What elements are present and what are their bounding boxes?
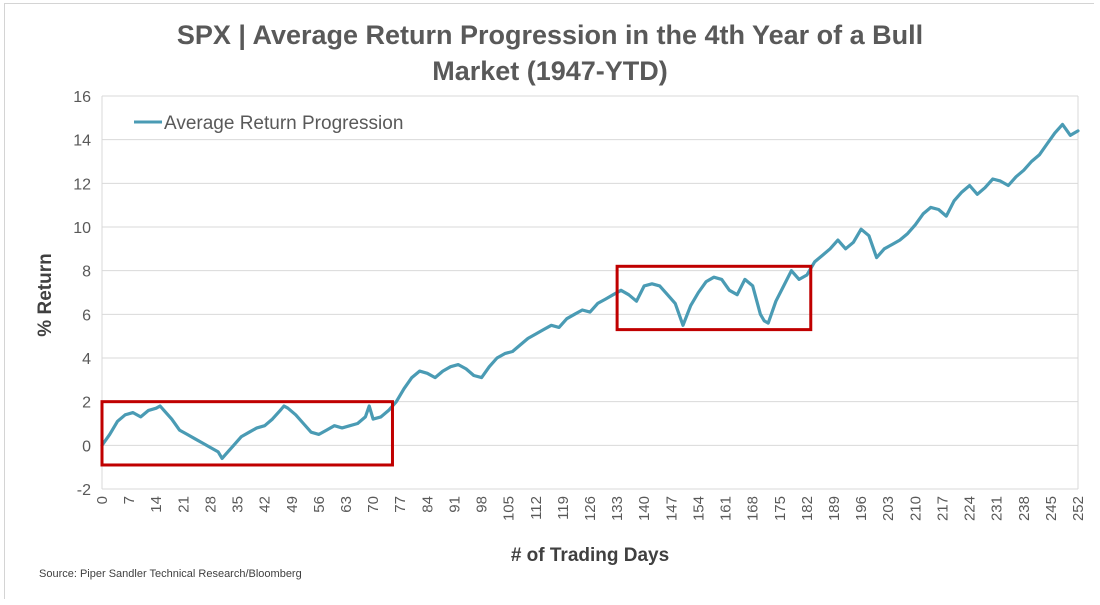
x-tick-label-32: 224 — [962, 496, 979, 521]
y-tick-label-6: 10 — [73, 220, 91, 237]
series-line-0 — [100, 122, 1080, 460]
chart-background — [5, 4, 1095, 600]
source-note: Source: Piper Sandler Technical Research… — [39, 568, 302, 580]
x-tick-label-12: 84 — [419, 496, 436, 513]
x-tick-label-6: 42 — [257, 496, 274, 513]
x-tick-label-17: 119 — [555, 496, 572, 520]
x-tick-label-7: 49 — [284, 496, 301, 513]
series-lines — [100, 122, 1080, 460]
highlight-box-0 — [100, 400, 394, 467]
x-tick-label-18: 126 — [582, 496, 599, 521]
x-tick-label-22: 154 — [690, 496, 707, 521]
x-tick-label-29: 203 — [880, 496, 897, 521]
y-tick-label-2: 2 — [82, 395, 91, 412]
x-tick-label-2: 14 — [148, 496, 165, 513]
x-tick-label-34: 238 — [1016, 496, 1033, 521]
highlight-box-1 — [615, 264, 813, 332]
y-tick-label-9: 16 — [73, 89, 91, 106]
x-tick-label-5: 35 — [230, 496, 247, 513]
legend-label: Average Return Progression — [164, 113, 403, 134]
y-tick-label-0: -2 — [77, 482, 91, 499]
x-tick-labels: 0 7 14 21 28 35 42 49 56 63 70 77 84 91 98 105 112 119 126… — [94, 496, 1087, 521]
x-tick-label-11: 77 — [392, 496, 409, 513]
y-tick-labels: -2 0 2 4 6 8 10 12 14 16 — [73, 89, 91, 499]
x-tick-label-19: 133 — [609, 496, 626, 521]
x-tick-label-27: 189 — [826, 496, 843, 521]
x-tick-label-20: 140 — [636, 496, 653, 521]
y-tick-label-4: 6 — [82, 307, 91, 324]
legend: Average Return Progression — [134, 113, 403, 134]
x-tick-label-13: 91 — [446, 496, 463, 513]
chart-title-line-1: SPX | Average Return Progression in the … — [177, 20, 923, 50]
x-tick-label-33: 231 — [989, 496, 1006, 521]
x-tick-label-8: 56 — [311, 496, 328, 513]
x-tick-label-26: 182 — [799, 496, 816, 521]
y-tick-label-7: 12 — [73, 176, 91, 193]
y-tick-label-8: 14 — [73, 133, 91, 150]
x-tick-label-35: 245 — [1043, 496, 1060, 521]
chart-frame: -2 0 2 4 6 8 10 12 14 16 0 7 14 21 28 35 42 49 56 63 70 77 84… — [4, 3, 1095, 600]
x-tick-label-3: 21 — [175, 496, 192, 513]
x-tick-label-1: 7 — [121, 496, 138, 504]
x-tick-label-15: 105 — [501, 496, 518, 521]
x-tick-label-28: 196 — [853, 496, 870, 521]
x-tick-label-31: 217 — [934, 496, 951, 521]
x-tick-label-4: 28 — [202, 496, 219, 513]
x-tick-label-25: 175 — [772, 496, 789, 521]
x-tick-label-9: 63 — [338, 496, 355, 513]
x-tick-label-10: 70 — [365, 496, 382, 513]
x-tick-label-36: 252 — [1070, 496, 1087, 521]
y-tick-label-1: 0 — [82, 438, 91, 455]
chart-title-line-2: Market (1947-YTD) — [432, 56, 668, 86]
y-tick-label-5: 8 — [82, 264, 91, 281]
x-axis-label: # of Trading Days — [511, 545, 669, 566]
x-tick-label-23: 161 — [718, 496, 735, 521]
highlight-boxes — [100, 264, 813, 467]
x-tick-label-30: 210 — [907, 496, 924, 521]
x-tick-label-21: 147 — [663, 496, 680, 521]
y-tick-label-3: 4 — [82, 351, 91, 368]
y-axis-label: % Return — [35, 253, 56, 336]
x-tick-label-14: 98 — [474, 496, 491, 513]
x-tick-label-0: 0 — [94, 496, 111, 504]
x-tick-label-16: 112 — [528, 496, 545, 520]
x-tick-label-24: 168 — [745, 496, 762, 521]
